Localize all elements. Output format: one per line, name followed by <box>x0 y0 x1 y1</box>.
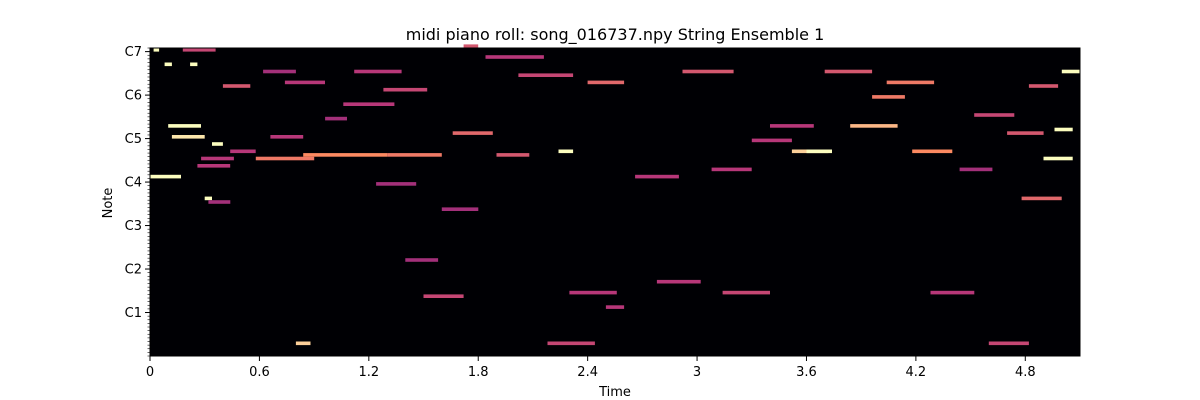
note-cell-21 <box>343 102 395 106</box>
note-cell-38 <box>605 305 625 309</box>
x-tick-label-3: 1.8 <box>468 365 489 380</box>
x-tick-label-5: 3 <box>693 365 701 380</box>
plot-frame <box>149 47 1081 357</box>
note-cell-23 <box>376 182 417 186</box>
note-cell-59 <box>1028 84 1059 88</box>
note-cell-58 <box>1021 196 1062 201</box>
note-cell-42 <box>711 167 752 172</box>
y-tick-label-5: C6 <box>125 89 142 104</box>
note-cell-0 <box>150 174 181 179</box>
note-cell-32 <box>496 153 530 157</box>
note-cell-9 <box>204 196 212 201</box>
y-tick-label-2: C3 <box>125 219 142 234</box>
y-tick-label-1: C2 <box>125 263 142 278</box>
note-cell-44 <box>751 138 792 143</box>
note-cell-36 <box>569 290 617 295</box>
note-cell-40 <box>656 279 701 284</box>
note-cell-31 <box>485 55 544 59</box>
y-tick-label-3: C4 <box>125 176 142 191</box>
note-cell-45 <box>770 124 814 128</box>
note-cell-25 <box>383 87 428 92</box>
y-tick-label-6: C7 <box>125 45 142 60</box>
x-tick-label-1: 0.6 <box>249 365 270 380</box>
note-cell-43 <box>722 290 770 295</box>
chart-title: midi piano roll: song_016737.npy String … <box>406 25 825 45</box>
note-cell-50 <box>872 95 905 99</box>
note-cell-8 <box>201 156 234 161</box>
note-cell-62 <box>1061 69 1080 74</box>
note-cell-29 <box>452 131 493 135</box>
note-cell-12 <box>222 84 251 88</box>
notes-layer <box>150 44 1080 346</box>
note-cell-34 <box>547 341 595 346</box>
note-cell-13 <box>230 149 256 154</box>
note-cell-55 <box>974 113 1015 117</box>
x-axis-label: Time <box>598 385 631 400</box>
note-cell-7 <box>197 164 231 168</box>
note-cell-17 <box>284 80 325 85</box>
note-cell-24 <box>387 153 442 157</box>
x-tick-label-7: 4.2 <box>906 365 927 380</box>
note-cell-6 <box>190 62 198 67</box>
note-cell-54 <box>959 167 993 172</box>
note-cell-49 <box>850 124 898 128</box>
note-cell-19 <box>303 153 388 157</box>
note-cell-14 <box>255 156 315 161</box>
y-axis-label: Note <box>101 188 116 219</box>
x-tick-label-2: 1.2 <box>358 365 379 380</box>
note-cell-26 <box>405 258 439 262</box>
note-cell-15 <box>263 69 296 74</box>
note-cell-60 <box>1043 156 1073 161</box>
note-cell-20 <box>325 116 347 121</box>
note-cell-47 <box>806 149 832 154</box>
note-cell-41 <box>682 69 734 74</box>
note-cell-53 <box>930 290 975 295</box>
note-cell-48 <box>824 69 873 74</box>
note-cell-56 <box>988 341 1029 346</box>
x-tick-label-8: 4.8 <box>1015 365 1036 380</box>
axes-layer: 0 0.6 1.2 1.8 2.4 3 3.6 4.2 4.8 C1 C2 C3 C4 C5 C6 C7 <box>125 45 1081 380</box>
note-cell-18 <box>295 341 311 346</box>
x-tick-label-0: 0 <box>146 365 154 380</box>
note-cell-57 <box>1007 131 1044 135</box>
note-cell-11 <box>212 142 223 146</box>
y-tick-label-0: C1 <box>125 306 142 321</box>
note-cell-4 <box>171 135 205 139</box>
note-cell-30 <box>463 44 479 48</box>
plot-area <box>150 48 1080 356</box>
note-cell-5 <box>182 48 216 52</box>
note-cell-2 <box>164 62 172 67</box>
note-cell-61 <box>1054 127 1073 132</box>
note-cell-1 <box>153 48 160 52</box>
x-tick-label-4: 2.4 <box>577 365 598 380</box>
note-cell-33 <box>518 73 574 77</box>
note-cell-10 <box>208 200 231 204</box>
note-cell-39 <box>635 174 679 179</box>
note-cell-37 <box>587 80 625 85</box>
note-cell-28 <box>441 207 479 211</box>
note-cell-3 <box>168 124 201 128</box>
x-tick-label-6: 3.6 <box>796 365 817 380</box>
y-tick-label-4: C5 <box>125 132 142 147</box>
note-cell-22 <box>354 69 402 74</box>
note-cell-27 <box>423 294 464 298</box>
note-cell-51 <box>886 80 935 85</box>
note-cell-16 <box>270 135 304 139</box>
note-cell-52 <box>912 149 953 154</box>
note-cell-35 <box>558 149 574 154</box>
